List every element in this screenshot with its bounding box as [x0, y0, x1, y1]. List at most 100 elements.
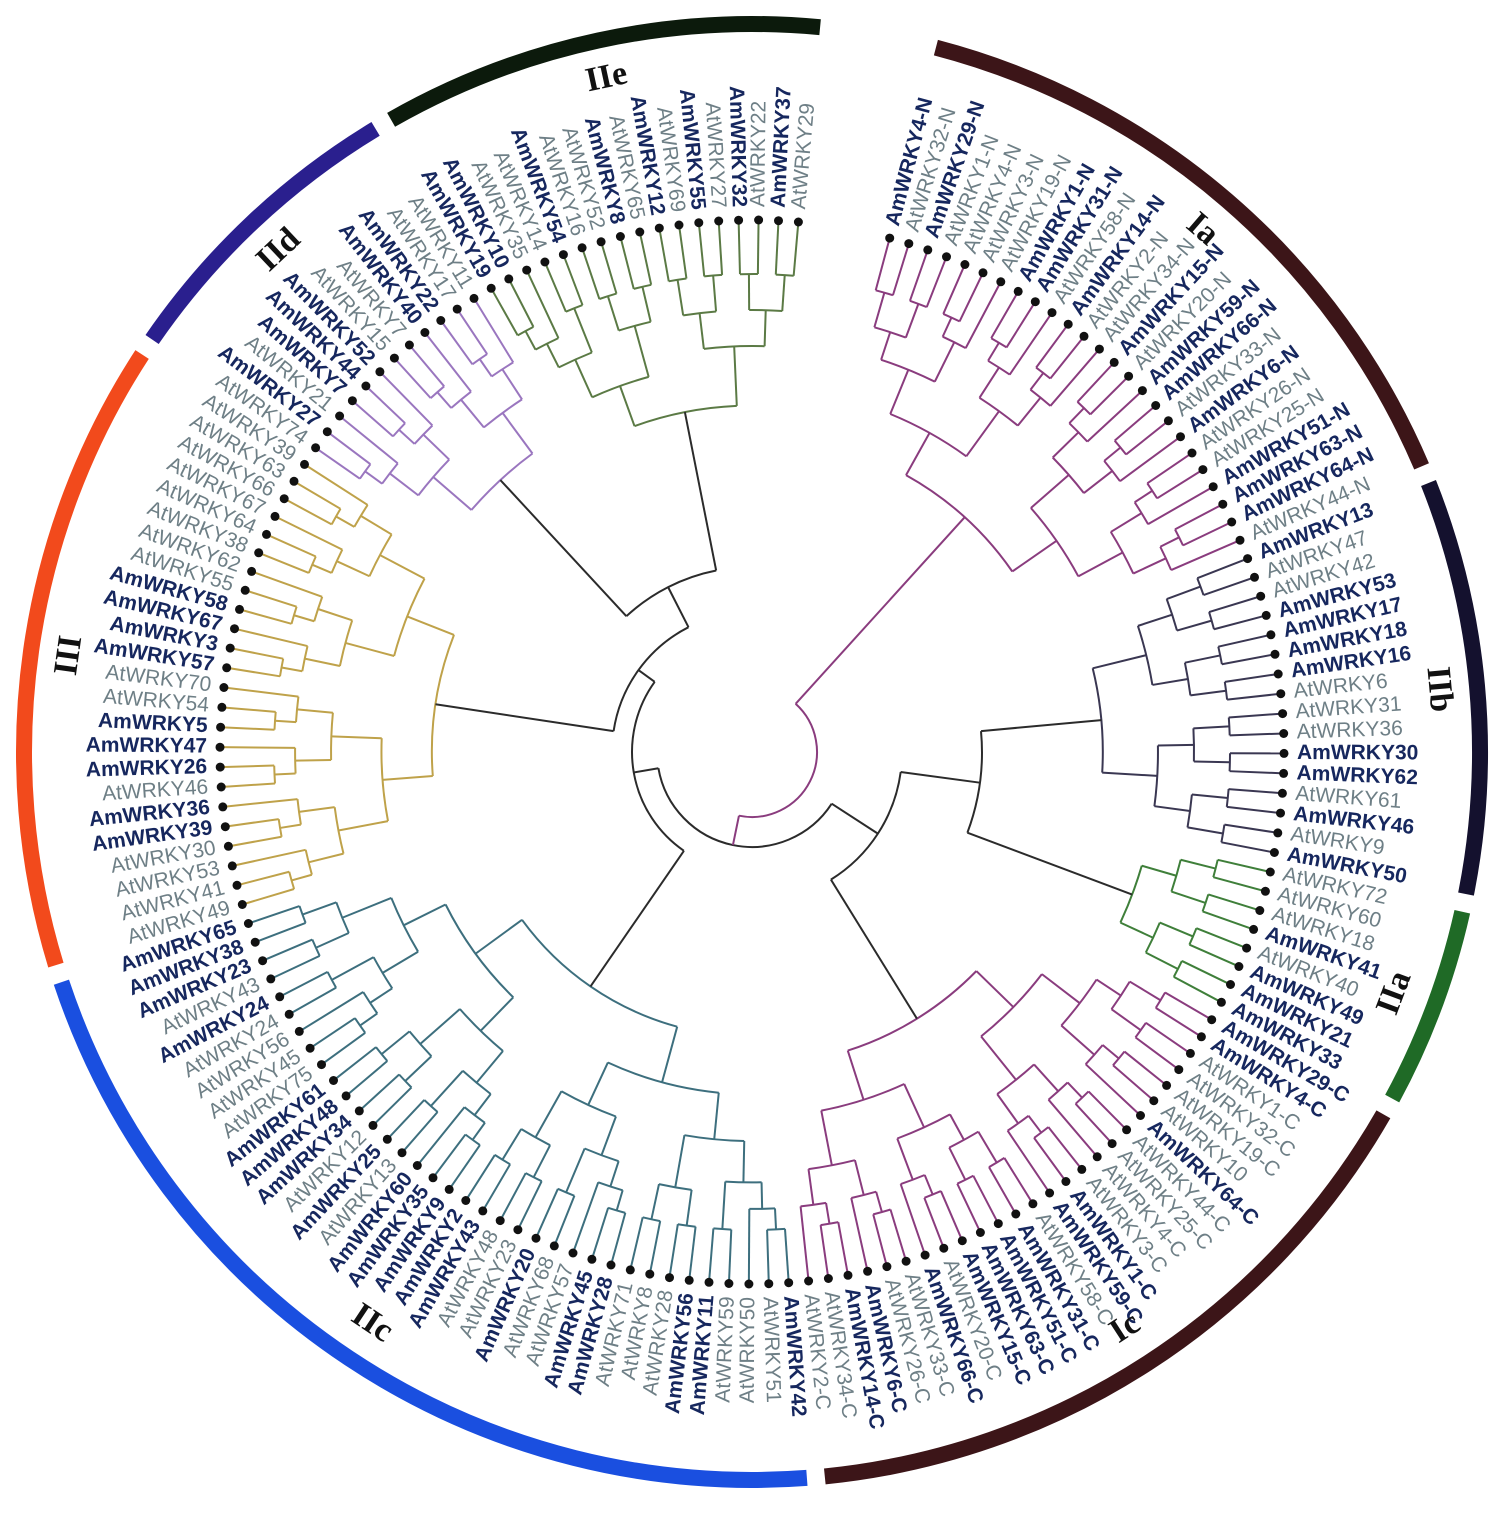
leaf-tip-AmWRKY36 [218, 802, 228, 812]
leaf-tip-AtWRKY3-N [978, 268, 988, 278]
leaf-tip-AmWRKY48 [341, 1091, 351, 1101]
leaf-tip-AmWRKY21 [1226, 980, 1235, 989]
group-arc-Ic [823, 1110, 1391, 1485]
leaf-tip-AtWRKY2-C [804, 1276, 814, 1286]
leaf-tip-AtWRKY58-N [1047, 308, 1057, 318]
leaf-label: AmWRKY26 [86, 755, 208, 781]
leaf-tip-AmWRKY40 [420, 328, 430, 337]
leaf-tip-AtWRKY4-C [1092, 1152, 1102, 1162]
leaf-tip-AtWRKY20-N [1124, 371, 1134, 381]
leaf-tip-AtWRKY64 [262, 529, 271, 539]
leaf-tip-AmWRKY63-C [975, 1228, 985, 1237]
leaf-tip-AmWRKY62 [1279, 768, 1289, 778]
leaf-tip-AtWRKY69 [674, 220, 684, 230]
leaf-tip-AtWRKY31 [1278, 709, 1288, 719]
leaf-tip-AtWRKY34-N [1094, 344, 1104, 354]
group-arc-IId [145, 122, 380, 345]
leaf-tip-AtWRKY63 [289, 476, 299, 486]
leaf-tip-AtWRKY32-C [1174, 1065, 1184, 1075]
leaf-tip-AtWRKY54 [217, 702, 227, 712]
leaf-tip-AmWRKY59-N [1137, 386, 1147, 396]
leaf-tip-AmWRKY51-N [1208, 482, 1218, 492]
leaf-tip-AmWRKY25 [382, 1134, 392, 1144]
leaf-tip-AmWRKY14-N [1063, 319, 1073, 329]
leaf-tip-AmWRKY17 [1266, 630, 1276, 640]
leaf-tip-AtWRKY8 [645, 1269, 655, 1279]
leaf-tip-AtWRKY29 [793, 217, 803, 227]
leaf-tip-AtWRKY23 [513, 1225, 523, 1235]
leaf-tip-AtWRKY51 [764, 1279, 774, 1289]
leaf-tip-AtWRKY67 [270, 511, 280, 521]
leaf-tip-AtWRKY25-N [1198, 465, 1208, 475]
leaf-tip-AmWRKY27 [322, 427, 332, 437]
leaf-tip-AtWRKY36 [1279, 729, 1289, 738]
leaf-tip-AmWRKY58 [235, 604, 244, 614]
leaf-tip-AmWRKY44 [361, 381, 371, 391]
leaf-tip-AmWRKY54 [558, 250, 568, 260]
leaf-tip-AtWRKY71 [625, 1265, 635, 1275]
leaf-tip-AtWRKY68 [549, 1241, 559, 1251]
leaf-tip-AmWRKY24 [275, 992, 285, 1002]
leaf-tip-AmWRKY13 [1243, 554, 1253, 564]
leaf-tip-AmWRKY63-N [1218, 499, 1228, 509]
leaf-tip-AmWRKY12 [654, 223, 664, 233]
group-arc-IIa [1385, 909, 1471, 1103]
leaf-tip-AtWRKY11 [469, 293, 479, 303]
leaf-label: AtWRKY22 [746, 101, 770, 207]
leaf-tip-AtWRKY44-N [1235, 535, 1245, 545]
leaf-tip-AmWRKY18 [1270, 649, 1280, 659]
leaf-tip-AtWRKY66 [279, 494, 289, 504]
leaf-tip-AtWRKY58-C [1028, 1199, 1038, 1209]
leaf-tip-AmWRKY33 [1216, 997, 1226, 1007]
leaf-label: AmWRKY32 [725, 86, 751, 208]
leaf-tip-AtWRKY28 [665, 1273, 674, 1283]
leaf-tip-AmWRKY19 [486, 283, 496, 293]
leaf-tip-AtWRKY43 [266, 974, 276, 984]
leaf-tip-AtWRKY65 [635, 227, 645, 237]
leaf-tip-AtWRKY21 [335, 411, 345, 421]
leaf-tip-AmWRKY67 [230, 624, 239, 634]
leaf-tip-AtWRKY20-C [939, 1243, 949, 1253]
leaf-tip-AmWRKY8 [615, 232, 625, 241]
leaf-tip-AtWRKY1-N [942, 252, 951, 262]
leaf-tip-AtWRKY48 [495, 1216, 505, 1226]
leaf-tip-AmWRKY37 [774, 216, 783, 226]
leaf-tip-AtWRKY53 [227, 861, 237, 871]
tree-branches [220, 220, 1285, 1284]
leaf-tip-AmWRKY14-C [843, 1270, 853, 1280]
tree-backbone [435, 411, 1133, 1020]
leaf-tip-AmWRKY47 [215, 742, 225, 752]
leaf-tip-AmWRKY60 [412, 1161, 422, 1170]
group-label-IIc: IIc [345, 1296, 400, 1350]
group-label-IIe: IIe [582, 54, 630, 99]
leaf-tip-AmWRKY4-N [885, 233, 895, 243]
leaf-tip-AtWRKY30 [223, 841, 233, 851]
leaf-label: AtWRKY36 [1296, 717, 1403, 744]
leaf-tip-AtWRKY72 [1265, 867, 1275, 877]
leaf-tip-AmWRKY38 [250, 937, 260, 947]
leaf-label: AmWRKY30 [1297, 741, 1418, 764]
group-arc-IIb [1421, 480, 1488, 896]
leaf-tip-AmWRKY15-N [1109, 357, 1119, 367]
group-label-IIb: IIb [1419, 665, 1460, 714]
leaf-tip-AmWRKY28 [606, 1260, 616, 1270]
leaf-tip-AtWRKY47 [1250, 572, 1259, 582]
leaf-tip-AmWRKY64-N [1227, 517, 1237, 527]
leaf-tip-AmWRKY1-N [1013, 286, 1023, 296]
leaf-label: AmWRKY62 [1296, 761, 1418, 789]
leaf-tip-AmWRKY26 [215, 762, 225, 772]
leaf-tip-AtWRKY1-C [1185, 1048, 1195, 1058]
leaf-tip-AmWRKY6-C [863, 1266, 873, 1276]
leaf-tip-AmWRKY50 [1269, 848, 1279, 857]
leaf-tip-AmWRKY30 [1279, 748, 1289, 758]
leaf-tip-AmWRKY43 [478, 1206, 488, 1216]
leaf-tip-AmWRKY2 [461, 1196, 471, 1205]
leaf-tip-AtWRKY3-C [1077, 1164, 1087, 1174]
leaf-tip-AtWRKY2-N [1079, 331, 1089, 341]
leaf-tip-AmWRKY23 [258, 956, 268, 966]
leaf-tip-AmWRKY66-C [920, 1250, 930, 1260]
leaf-tip-AtWRKY44-C [1122, 1125, 1132, 1135]
leaf-tip-AmWRKY53 [1261, 610, 1271, 620]
leaf-tip-AmWRKY15-C [957, 1236, 967, 1246]
